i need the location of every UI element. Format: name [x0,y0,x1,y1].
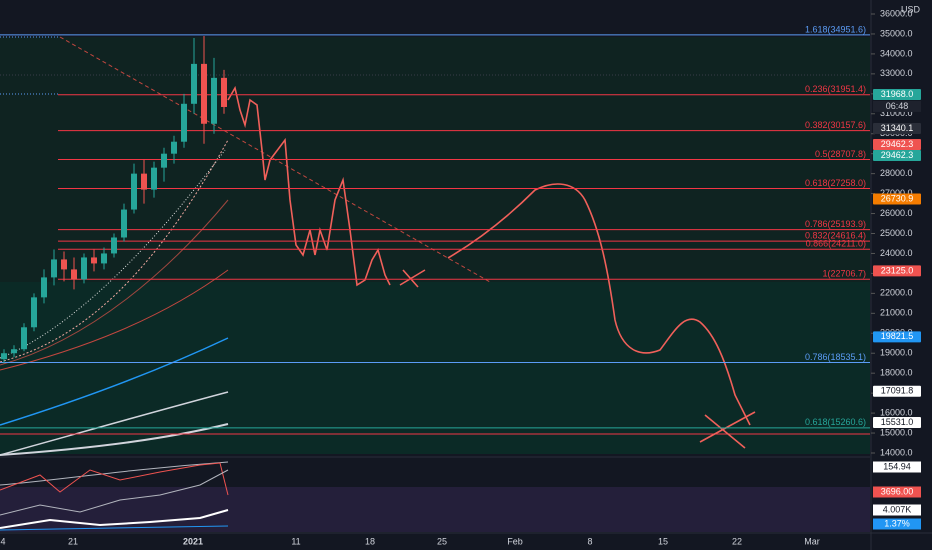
indicator-tag-label: 4.007K [883,504,912,514]
x-tick-label: 4 [0,536,5,546]
fib-label: 0.236(31951.4) [805,84,866,94]
y-tick-label: 36000.0 [880,8,913,18]
x-tick-label: 11 [291,536,300,546]
price-tag [873,88,921,100]
zone [0,282,870,454]
y-tick-label: 25000.0 [880,228,913,238]
price-tag [873,149,921,161]
candle-body [21,327,27,350]
candle-body [211,77,217,124]
y-tick-label: 35000.0 [880,28,913,38]
y-tick-label: 28000.0 [880,168,913,178]
fib-label: 0.786(25193.9) [805,219,866,229]
x-tick-label: 18 [365,536,375,546]
indicator-tag-label: 154.94 [883,461,911,471]
fib-label: 0.382(30157.6) [805,120,866,130]
price-tag-label: 29462.3 [881,150,914,160]
x-tick-label: Feb [507,536,523,546]
currency: USD [901,4,921,14]
candle-body [151,167,157,190]
price-tag [873,385,921,397]
y-tick-label: 15000.0 [880,427,913,437]
price-tag [873,331,921,343]
price-tag-label: 19821.5 [881,331,914,341]
price-tag [873,416,921,428]
candle-body [171,141,177,154]
x-tick-label: 8 [587,536,592,546]
candle-body [71,269,77,280]
candle-body [11,349,17,354]
x-tick-label: 22 [732,536,742,546]
y-tick-label: 18000.0 [880,368,913,378]
price-tag-label: 23125.0 [881,265,914,275]
x-tick-label: 21 [68,536,78,546]
countdown-tag [873,100,921,112]
candle-body [101,253,107,264]
price-tag [873,193,921,205]
indicator-tag-label: 1.37% [884,518,910,528]
candle-body [111,237,117,254]
indicator-tag-label: 3696.00 [881,486,914,496]
x-tick-label: 15 [658,536,668,546]
countdown: 06:48 [886,101,909,111]
fib-label: 0.618(15260.6) [805,417,866,427]
price-tag-label: 17091.8 [881,386,914,396]
y-tick-label: 26000.0 [880,208,913,218]
drawing [227,85,756,449]
indicator-tag [873,518,921,530]
price-tag-label: 26730.9 [881,193,914,203]
y-tick-label: 33000.0 [880,68,913,78]
candle-body [51,259,57,278]
candle-body [41,277,47,298]
indicator-tag [873,504,921,516]
candle-body [131,173,137,210]
indicator-tag [873,461,921,473]
x-tick-label: Mar [804,536,820,546]
fib-label: 0.5(28707.8) [815,149,866,159]
x-tick-label: 25 [437,536,447,546]
fib-label: 0.866(24211.0) [806,239,866,249]
price-tag [873,138,921,150]
y-tick-label: 31000.0 [880,108,913,118]
y-tick-label: 19000.0 [880,348,913,358]
price-tag-label: 31968.0 [881,89,914,99]
y-tick-label: 34000.0 [880,48,913,58]
candle-body [1,353,7,360]
y-tick-label: 14000.0 [880,447,913,457]
candle-body [221,77,227,107]
fib-label: 0.832(24616.4) [805,231,866,241]
candle-body [181,103,187,142]
price-tag-label: 31340.1 [881,123,914,133]
y-tick-label: 27000.0 [880,188,913,198]
price-tag-label: 15531.0 [881,417,914,427]
candle-body [81,257,87,280]
y-tick-label: 21000.0 [880,308,913,318]
candle-body [161,153,167,168]
indicator-band [0,487,870,532]
indicator-lines [0,461,229,531]
candle-body [91,257,97,264]
fib-label: 1.618(34951.6) [805,24,866,34]
y-tick-label: 16000.0 [880,407,913,417]
moving-averages [0,139,229,456]
candle-body [141,173,147,190]
price-tag-label: 29462.3 [881,139,914,149]
x-tick-label: 2021 [183,536,203,546]
indicator-tag [873,486,921,498]
candle-body [31,297,37,328]
candle-body [191,63,197,104]
fib-label: 0.618(27258.0) [805,178,866,188]
price-tag [873,122,921,134]
candle-body [121,209,127,238]
candle-body [201,63,207,124]
fib-label: 1(22706.7) [822,269,866,279]
candle-body [61,259,67,270]
fib-label: 0.786(18535.1) [805,352,866,362]
y-tick-label: 22000.0 [880,288,913,298]
price-tag [873,265,921,277]
y-tick-label: 24000.0 [880,248,913,258]
